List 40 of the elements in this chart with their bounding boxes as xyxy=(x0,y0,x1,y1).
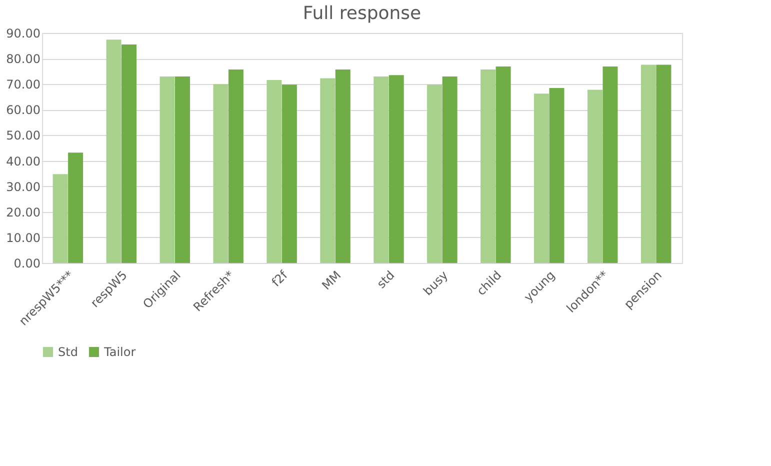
y-tick-label: 30.00 xyxy=(6,180,40,194)
bar xyxy=(388,75,404,263)
bar xyxy=(442,76,458,263)
bar xyxy=(266,80,282,263)
bar xyxy=(335,70,350,263)
y-tick-label: 90.00 xyxy=(6,26,40,40)
bar xyxy=(122,44,137,263)
y-tick-label: 70.00 xyxy=(6,78,40,92)
bar xyxy=(106,40,122,263)
bar xyxy=(52,174,68,263)
bar xyxy=(427,84,442,263)
bar xyxy=(160,76,175,263)
bar xyxy=(587,90,602,263)
y-tick-label: 10.00 xyxy=(6,230,40,245)
y-tick-label: 60.00 xyxy=(6,103,40,118)
bar xyxy=(640,64,656,263)
bar xyxy=(602,66,618,263)
bar xyxy=(68,152,84,263)
bar xyxy=(656,64,672,263)
y-tick-label: 80.00 xyxy=(6,52,40,66)
bar xyxy=(282,84,297,263)
x-tick-label: std xyxy=(374,268,398,292)
bar xyxy=(496,66,511,263)
legend-label: Std xyxy=(58,345,78,359)
bar xyxy=(480,70,496,263)
x-tick-label: f2f xyxy=(269,268,291,290)
bar xyxy=(549,88,564,263)
y-tick-label: 20.00 xyxy=(6,205,40,220)
y-tick-label: 0.00 xyxy=(14,256,40,270)
bar xyxy=(320,78,336,263)
bar xyxy=(213,84,228,263)
bar xyxy=(174,76,190,263)
bar xyxy=(228,70,244,263)
x-tick-label: MM xyxy=(319,268,344,293)
y-tick-label: 50.00 xyxy=(6,128,40,143)
bar xyxy=(374,76,389,263)
y-tick-label: 40.00 xyxy=(6,154,40,168)
bar xyxy=(534,94,550,263)
chart-title: Full response xyxy=(302,3,422,24)
legend-label: Tailor xyxy=(103,345,136,359)
